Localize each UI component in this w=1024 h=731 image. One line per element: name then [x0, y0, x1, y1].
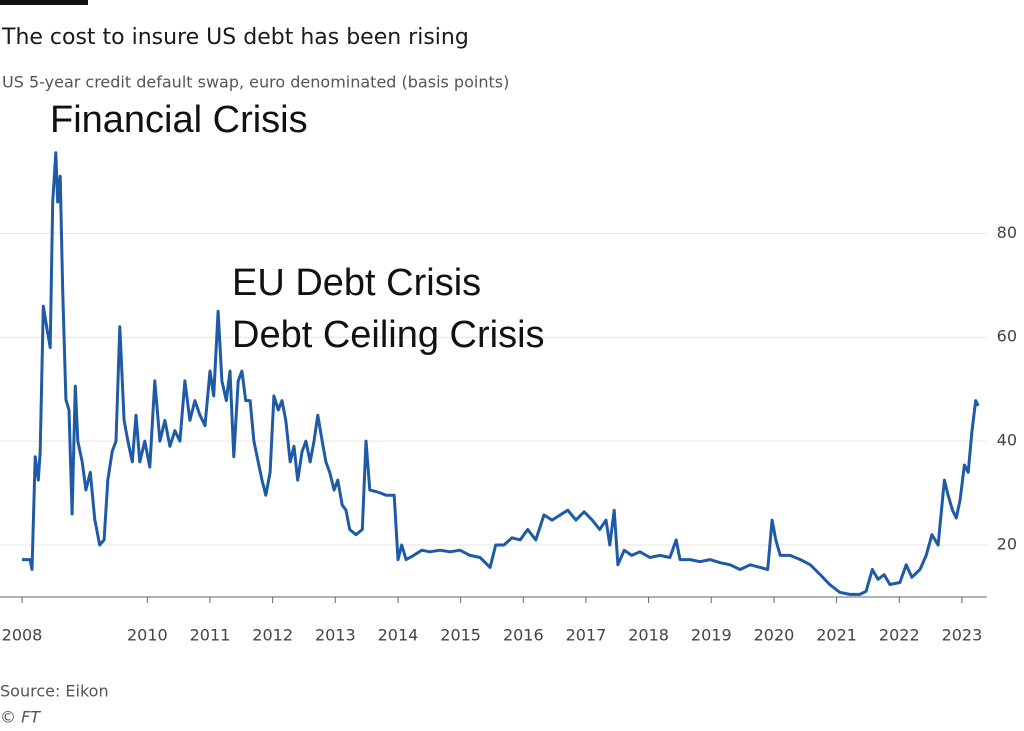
source: Source: Eikon — [0, 682, 109, 701]
x-tick-label: 2017 — [566, 626, 607, 645]
brand-bar — [0, 0, 88, 5]
x-tick-label: 2016 — [503, 626, 544, 645]
x-tick-label: 2023 — [942, 626, 983, 645]
x-tick-label: 2015 — [440, 626, 481, 645]
data-line — [22, 151, 980, 596]
x-tick-label: 2008 — [2, 626, 43, 645]
x-tick-label: 2019 — [691, 626, 732, 645]
x-tick-label: 2014 — [378, 626, 419, 645]
x-tick-label: 2010 — [127, 626, 168, 645]
annotation: Financial Crisis — [50, 99, 308, 141]
credit: © FT — [0, 708, 41, 727]
x-tick-label: 2013 — [315, 626, 356, 645]
x-tick-label: 2021 — [816, 626, 857, 645]
y-tick-label: 60 — [997, 327, 1017, 346]
chart-subtitle: US 5-year credit default swap, euro deno… — [2, 73, 509, 92]
x-tick-label: 2011 — [190, 626, 231, 645]
x-tick-label: 2018 — [628, 626, 669, 645]
x-tick-label: 2020 — [754, 626, 795, 645]
annotation: EU Debt Crisis — [232, 262, 481, 304]
y-tick-label: 20 — [997, 535, 1017, 554]
y-tick-label: 40 — [997, 431, 1017, 450]
annotation: Debt Ceiling Crisis — [232, 314, 545, 356]
chart-title: The cost to insure US debt has been risi… — [1, 25, 469, 50]
x-tick-label: 2022 — [879, 626, 920, 645]
y-tick-label: 80 — [997, 223, 1017, 242]
x-tick-label: 2012 — [252, 626, 293, 645]
